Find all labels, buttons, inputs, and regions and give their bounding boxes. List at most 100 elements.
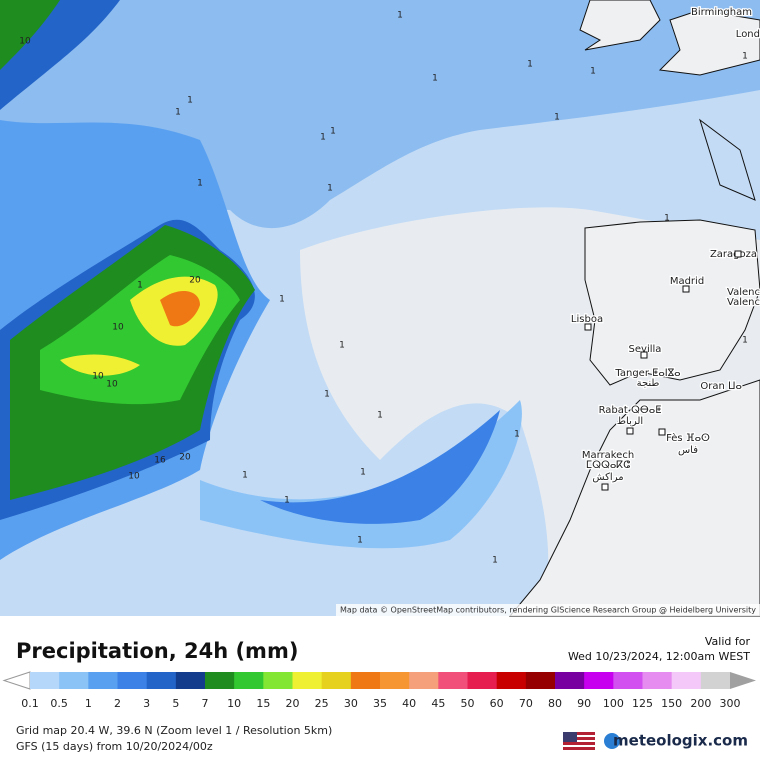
contour-label: 20 <box>179 453 191 463</box>
legend-swatch <box>467 672 498 689</box>
contour-label: 1 <box>197 179 203 189</box>
legend-label: 45 <box>431 697 445 710</box>
legend-swatch <box>88 672 118 689</box>
contour-label: 1 <box>324 390 330 400</box>
contour-label: 16 <box>154 456 166 466</box>
map: Map data © OpenStreetMap contributors, r… <box>0 0 760 617</box>
legend-label: 80 <box>548 697 562 710</box>
legend-label: 3 <box>143 697 150 710</box>
brand[interactable]: meteologix.com <box>613 732 748 750</box>
legend-swatch <box>292 672 323 689</box>
city-marker <box>601 483 609 491</box>
legend-label: 125 <box>632 697 653 710</box>
contour-label: 10 <box>19 37 31 47</box>
city-marker <box>640 351 648 359</box>
legend-label: 25 <box>315 697 329 710</box>
legend-swatch <box>380 672 410 689</box>
legend-swatch <box>321 672 352 689</box>
flag <box>563 732 595 750</box>
contour-label: 1 <box>377 411 383 421</box>
legend-arrow-low <box>2 671 31 690</box>
legend-swatch <box>613 672 643 689</box>
city-label: Lisboa <box>571 314 603 325</box>
legend-swatch <box>146 672 177 689</box>
valid-label: Valid for <box>705 635 751 648</box>
city-marker <box>682 285 690 293</box>
city-marker <box>734 250 742 258</box>
legend-label: 20 <box>286 697 300 710</box>
color-legend: 0.1 0.5 1 2 3 5 7 10 15 20 25 30 35 40 45 50 60 70 80 90 100… <box>2 671 756 710</box>
contour-label: 1 <box>590 67 596 77</box>
legend-label: 35 <box>373 697 387 710</box>
legend-label: 2 <box>114 697 121 710</box>
contour-label: 20 <box>189 276 201 286</box>
city-marker <box>584 323 592 331</box>
legend-label: 300 <box>720 697 741 710</box>
contour-label: 1 <box>742 52 748 62</box>
legend-swatch <box>205 672 235 689</box>
legend-swatch <box>438 672 468 689</box>
legend-label: 1 <box>85 697 92 710</box>
legend-label: 200 <box>690 697 711 710</box>
legend-swatch <box>234 672 264 689</box>
city-label: Madrid <box>670 276 704 287</box>
contour-label: 1 <box>432 74 438 84</box>
city-label: Sevilla <box>629 344 662 355</box>
title: Precipitation, 24h (mm) <box>16 639 298 663</box>
legend-swatch <box>30 672 60 689</box>
legend-label: 30 <box>344 697 358 710</box>
contour-label: 1 <box>554 113 560 123</box>
legend-label: 5 <box>172 697 179 710</box>
city-marker <box>658 428 666 436</box>
legend-swatch <box>584 672 614 689</box>
contour-label: 1 <box>664 214 670 224</box>
legend-label: 70 <box>519 697 533 710</box>
legend-swatch <box>555 672 585 689</box>
city-label: Valenc <box>727 297 760 308</box>
contour-label: 1 <box>492 556 498 566</box>
legend-swatch <box>525 672 556 689</box>
legend-label: 150 <box>661 697 682 710</box>
map-attribution: Map data © OpenStreetMap contributors, r… <box>340 606 756 615</box>
contour-label: 1 <box>360 468 366 478</box>
legend-label: 0.1 <box>21 697 39 710</box>
city-label: Tanger ⵟⴰⵏⴵⴰ <box>614 368 680 379</box>
legend-swatch <box>671 672 702 689</box>
contour-label: 1 <box>742 336 748 346</box>
contour-label: 1 <box>327 184 333 194</box>
city-label: Valenc <box>727 287 760 298</box>
city-label: طنجة <box>637 378 660 389</box>
legend-label: 60 <box>490 697 504 710</box>
contour-label: 1 <box>514 430 520 440</box>
legend-label: 100 <box>603 697 624 710</box>
legend-label: 50 <box>461 697 475 710</box>
legend-arrow-high <box>730 672 756 689</box>
city-marker <box>626 427 634 435</box>
contour-label: 1 <box>279 295 285 305</box>
legend-swatch <box>700 672 731 689</box>
city-label: Birmingham <box>691 7 752 18</box>
contour-label: 1 <box>242 471 248 481</box>
city-label: ⵎⵕⵕⴰⴽⵛ <box>586 460 630 471</box>
city-label: Marrakech <box>582 450 634 461</box>
city-label: Zaragoza <box>710 249 757 260</box>
city-label: الرباط <box>617 416 643 427</box>
legend-label: 90 <box>577 697 591 710</box>
contour-label: 1 <box>284 496 290 506</box>
grid-info: Grid map 20.4 W, 39.6 N (Zoom level 1 / … <box>16 724 332 737</box>
legend-swatch <box>263 672 293 689</box>
legend-label: 15 <box>256 697 270 710</box>
contour-label: 1 <box>320 133 326 143</box>
contour-label: 1 <box>137 281 143 291</box>
city-label: فاس <box>678 445 698 456</box>
brand-logo <box>604 733 620 749</box>
contour-label: 1 <box>527 60 533 70</box>
city-label: Rabat ⵕⴱⴰⵟ <box>599 405 662 416</box>
contour-label: 1 <box>357 536 363 546</box>
city-label: Fès ⴼⴰⵙ <box>666 432 710 444</box>
contour-label: 10 <box>92 372 104 382</box>
city-label: مراكش <box>592 472 623 483</box>
city-label: Lond <box>736 29 760 40</box>
legend-swatch <box>409 672 439 689</box>
